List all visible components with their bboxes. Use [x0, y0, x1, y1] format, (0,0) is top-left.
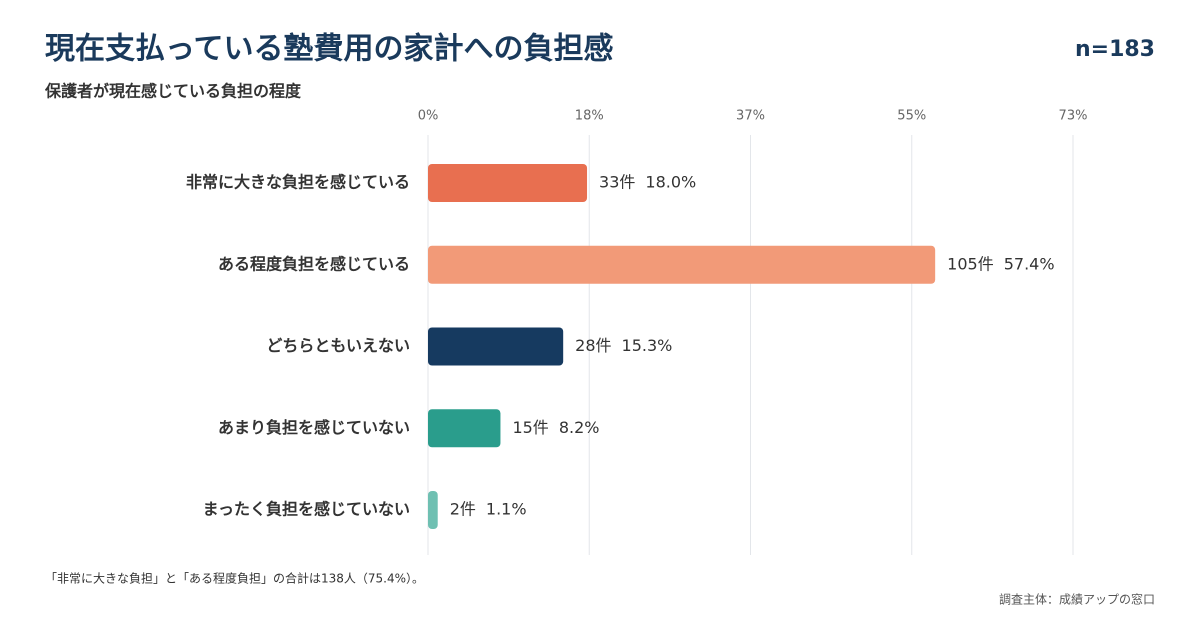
- x-tick-label: 37%: [736, 109, 765, 124]
- value-label: 18.0%: [645, 173, 696, 192]
- source: 調査主体：成績アップの窓口: [999, 592, 1155, 607]
- bar: [428, 327, 564, 366]
- chart-title: 現在支払っている塾費用の家計への負担感: [45, 32, 614, 67]
- y-tick-label: まったく負担を感じていない: [203, 500, 410, 519]
- count-label: 105件: [947, 254, 994, 273]
- count-label: 28件: [575, 336, 611, 355]
- sample-size: n=183: [1075, 37, 1155, 62]
- chart-subtitle: 保護者が現在感じている負担の程度: [44, 82, 302, 101]
- footnote: 「非常に大きな負担」と「ある程度負担」の合計は138人（75.4%）。: [45, 571, 424, 586]
- count-label: 15件: [512, 418, 548, 437]
- count-label: 2件: [450, 500, 476, 519]
- value-label: 57.4%: [1004, 254, 1055, 273]
- y-tick-label: 非常に大きな負担を感じている: [186, 173, 410, 192]
- x-tick-label: 73%: [1059, 109, 1088, 124]
- bar: [428, 491, 438, 529]
- x-tick-label: 0%: [418, 109, 439, 124]
- y-tick-label: あまり負担を感じていない: [218, 418, 410, 437]
- x-tick-label: 55%: [897, 109, 926, 124]
- value-label: 8.2%: [559, 418, 600, 437]
- bar: [428, 164, 588, 202]
- bar: [428, 245, 936, 284]
- x-tick-label: 18%: [575, 109, 604, 124]
- y-tick-label: ある程度負担を感じている: [218, 254, 410, 273]
- value-label: 15.3%: [622, 336, 673, 355]
- value-label: 1.1%: [486, 500, 527, 519]
- count-label: 33件: [599, 173, 635, 192]
- y-tick-label: どちらともいえない: [266, 336, 410, 355]
- bar: [428, 409, 501, 448]
